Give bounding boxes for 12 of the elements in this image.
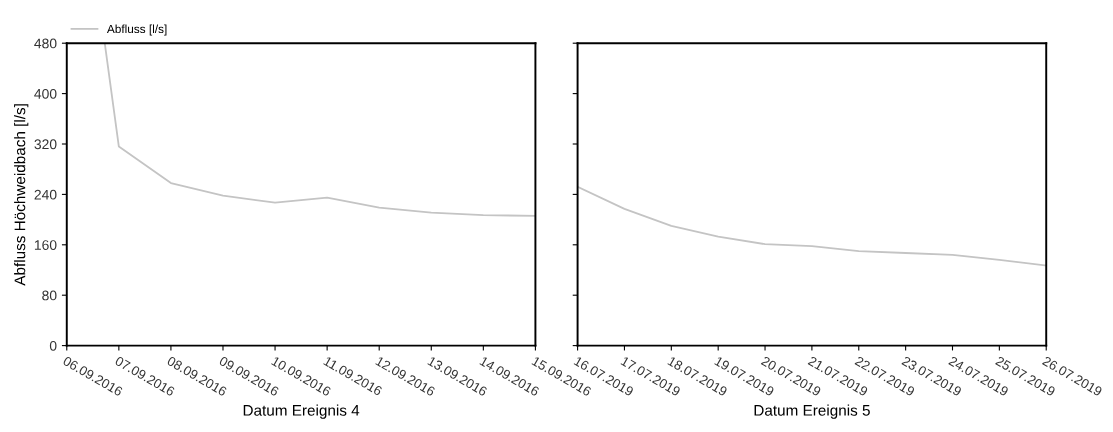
y-tick-label: 80	[42, 290, 57, 301]
y-tick-label: 320	[34, 139, 57, 150]
y-tick-label: 480	[34, 38, 57, 49]
y-tick-label: 400	[34, 88, 57, 99]
x-axis-title: Datum Ereignis 4	[243, 404, 360, 419]
y-tick-label: 0	[49, 340, 57, 351]
y-tick-label: 240	[34, 189, 57, 200]
line-series	[103, 43, 536, 217]
y-axis-title: Abfluss Höchweidbach [l/s]	[14, 104, 29, 286]
legend-label: Abfluss [l/s]	[106, 24, 167, 36]
x-axis-title: Datum Ereignis 5	[754, 404, 870, 419]
y-tick-label: 160	[34, 240, 57, 250]
